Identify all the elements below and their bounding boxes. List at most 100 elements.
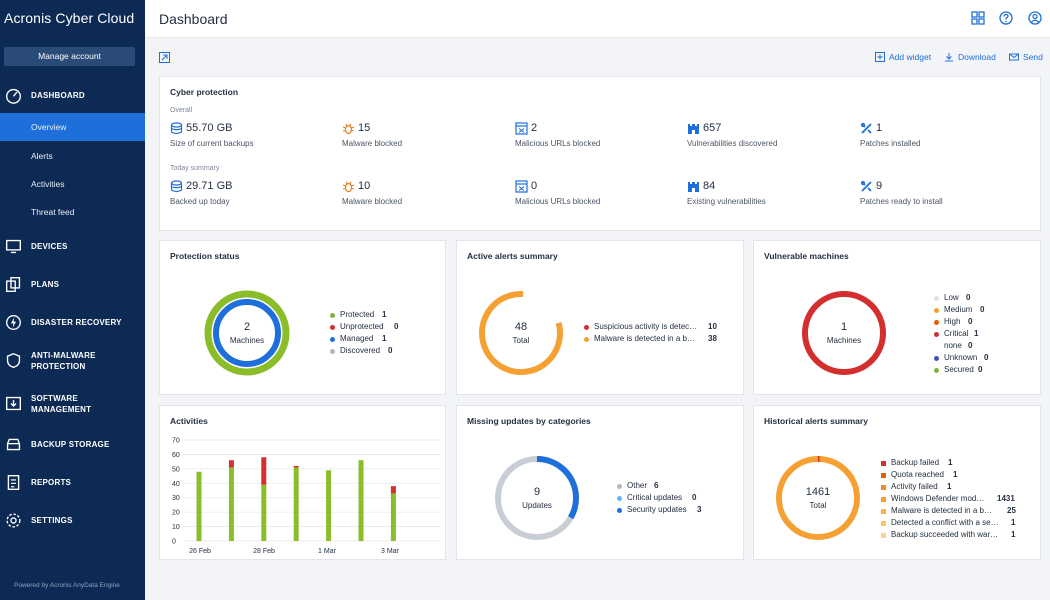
y-tick-label: 20 (172, 510, 180, 517)
legend-dot (934, 296, 939, 301)
bar-green-27-feb[interactable] (228, 467, 234, 541)
send-button[interactable]: Send (1009, 52, 1043, 62)
legend-value: 3 (697, 505, 702, 514)
sidebar-item-threat-feed[interactable]: Threat feed (0, 198, 145, 226)
bar-green-26-feb[interactable] (196, 471, 202, 541)
panel-title: Vulnerable machines (764, 251, 849, 261)
legend-label: Other (627, 481, 648, 490)
legend-dot (881, 509, 886, 514)
legend-value: 0 (388, 346, 393, 355)
metric-label: Vulnerabilities discovered (687, 139, 778, 148)
collapse-icon[interactable] (159, 52, 170, 63)
grid-icon[interactable] (971, 11, 985, 25)
user-icon[interactable] (1028, 11, 1042, 25)
metric-label: Existing vulnerabilities (687, 197, 766, 206)
activities-chart[interactable]: 70 60 50 40 30 20 10 0 26 Feb 28 Feb 1 Mar 3 Mar (160, 431, 445, 559)
legend-dot (934, 320, 939, 325)
legend-dot (584, 337, 589, 342)
sidebar-item-overview[interactable]: Overview (0, 113, 145, 141)
bar-green-2-mar[interactable] (358, 460, 364, 541)
sidebar-item-software-management[interactable]: SOFTWARE MANAGEMENT (0, 393, 145, 417)
legend-dot (330, 337, 335, 342)
donut-unit: Total (809, 501, 827, 510)
legend-value: 10 (708, 322, 717, 331)
panel-title: Missing updates by categories (467, 416, 591, 426)
donut-center: 48 Total (471, 321, 571, 345)
legend-value: 0 (394, 322, 399, 331)
legend-label: Discovered (340, 346, 381, 355)
donut-total: 1 (840, 321, 848, 333)
metric-value: 10 (358, 180, 371, 192)
legend-value: 38 (708, 334, 717, 343)
sidebar-item-plans[interactable]: PLANS (0, 275, 145, 293)
add-widget-label: Add widget (889, 52, 932, 62)
legend-dot (881, 521, 886, 526)
metric-value: 1 (876, 122, 883, 134)
sidebar-item-alerts[interactable]: Alerts (0, 142, 145, 170)
sidebar-label: DASHBOARD (31, 91, 85, 100)
brand-logo: Acronis Cyber Cloud (4, 10, 135, 26)
sidebar-item-settings[interactable]: SETTINGS (0, 511, 145, 529)
sidebar-item-reports[interactable]: REPORTS (0, 473, 145, 491)
bar-red-27-feb[interactable] (228, 460, 234, 468)
legend-dot (881, 473, 886, 478)
updates-donut[interactable] (493, 454, 581, 542)
alerts-donut[interactable] (477, 289, 565, 377)
bar-green-28-feb[interactable] (261, 484, 267, 541)
sidebar-item-dashboard[interactable]: DASHBOARD (0, 86, 145, 104)
legend-value: 1431 (997, 494, 1015, 503)
legend-dot (330, 313, 335, 318)
bar-green-29-feb[interactable] (293, 467, 299, 541)
sidebar-item-devices[interactable]: DEVICES (0, 237, 145, 255)
sidebar-label: DEVICES (31, 242, 68, 251)
legend-value: 0 (980, 305, 985, 314)
legend-dot (881, 461, 886, 466)
legend-dot (934, 368, 939, 373)
bar-red-29-feb[interactable] (293, 465, 299, 468)
lightning-icon (6, 314, 21, 330)
legend-label: Medium (944, 305, 973, 314)
panel-title: Active alerts summary (467, 251, 558, 261)
sidebar-item-anti-malware[interactable]: ANTI-MALWARE PROTECTION (0, 350, 145, 374)
legend-dot (330, 325, 335, 330)
metric-label: Malicious URLs blocked (515, 197, 601, 206)
browser-block-icon (515, 180, 528, 193)
sidebar-label: BACKUP STORAGE (31, 440, 110, 449)
legend-value: 1 (974, 329, 979, 338)
download-button[interactable]: Download (944, 52, 996, 62)
sidebar-sub-label: Overview (31, 122, 67, 132)
bug-icon (342, 181, 355, 193)
gear-icon (6, 512, 21, 528)
legend-label: none (944, 341, 962, 350)
sidebar-item-backup-storage[interactable]: BACKUP STORAGE (0, 435, 145, 453)
legend-label: Backup failed (891, 458, 940, 467)
manage-account-button[interactable]: Manage account (4, 47, 135, 66)
legend-dot (881, 533, 886, 538)
help-icon[interactable] (999, 11, 1013, 25)
legend-label: Activity failed (891, 482, 938, 491)
bar-green-3-mar[interactable] (390, 493, 396, 541)
metric-value: 9 (876, 180, 883, 192)
metric-value: 15 (358, 122, 371, 134)
legend-value: 6 (654, 481, 659, 490)
bar-green-1-mar[interactable] (326, 470, 332, 541)
sidebar-label: DISASTER RECOVERY (31, 318, 122, 327)
add-widget-button[interactable]: Add widget (875, 52, 931, 62)
powered-by-text: Powered by Acronis AnyData Engine (14, 582, 120, 589)
metric-label: Backed up today (170, 197, 230, 206)
historical-donut[interactable] (774, 454, 862, 542)
bar-red-28-feb[interactable] (261, 457, 267, 485)
protection-donut[interactable] (203, 289, 291, 377)
castle-icon (688, 124, 699, 134)
legend-label: Malware is detected in a b… (594, 334, 695, 343)
sidebar-item-activities[interactable]: Activities (0, 170, 145, 198)
vulnerable-donut[interactable] (800, 289, 888, 377)
bar-red-3-mar[interactable] (390, 486, 396, 494)
y-tick-label: 40 (172, 481, 180, 488)
sidebar-item-disaster-recovery[interactable]: DISASTER RECOVERY (0, 313, 145, 331)
top-bar: Dashboard (145, 0, 1050, 38)
metric-value: 55.70 GB (186, 122, 233, 134)
y-tick-label: 30 (172, 495, 180, 502)
x-tick-label: 3 Mar (381, 548, 400, 555)
patch-icon (860, 122, 872, 134)
